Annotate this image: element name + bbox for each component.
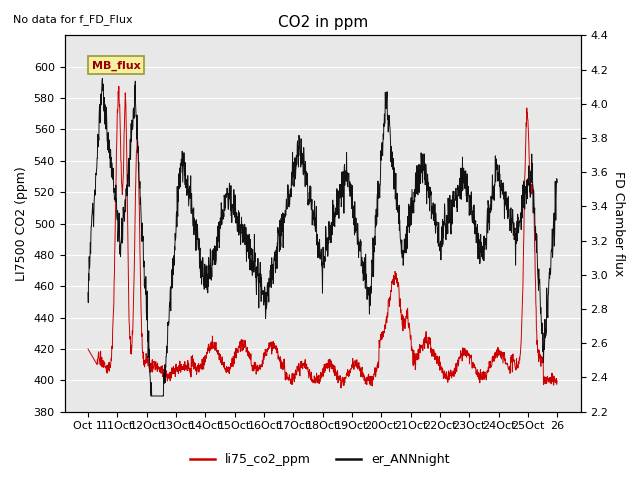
Text: MB_flux: MB_flux (92, 60, 141, 71)
Y-axis label: FD Chamber flux: FD Chamber flux (612, 171, 625, 276)
Y-axis label: LI7500 CO2 (ppm): LI7500 CO2 (ppm) (15, 166, 28, 281)
Legend: li75_co2_ppm, er_ANNnight: li75_co2_ppm, er_ANNnight (186, 448, 454, 471)
Text: No data for f_FD_Flux: No data for f_FD_Flux (13, 14, 132, 25)
Title: CO2 in ppm: CO2 in ppm (278, 15, 368, 30)
